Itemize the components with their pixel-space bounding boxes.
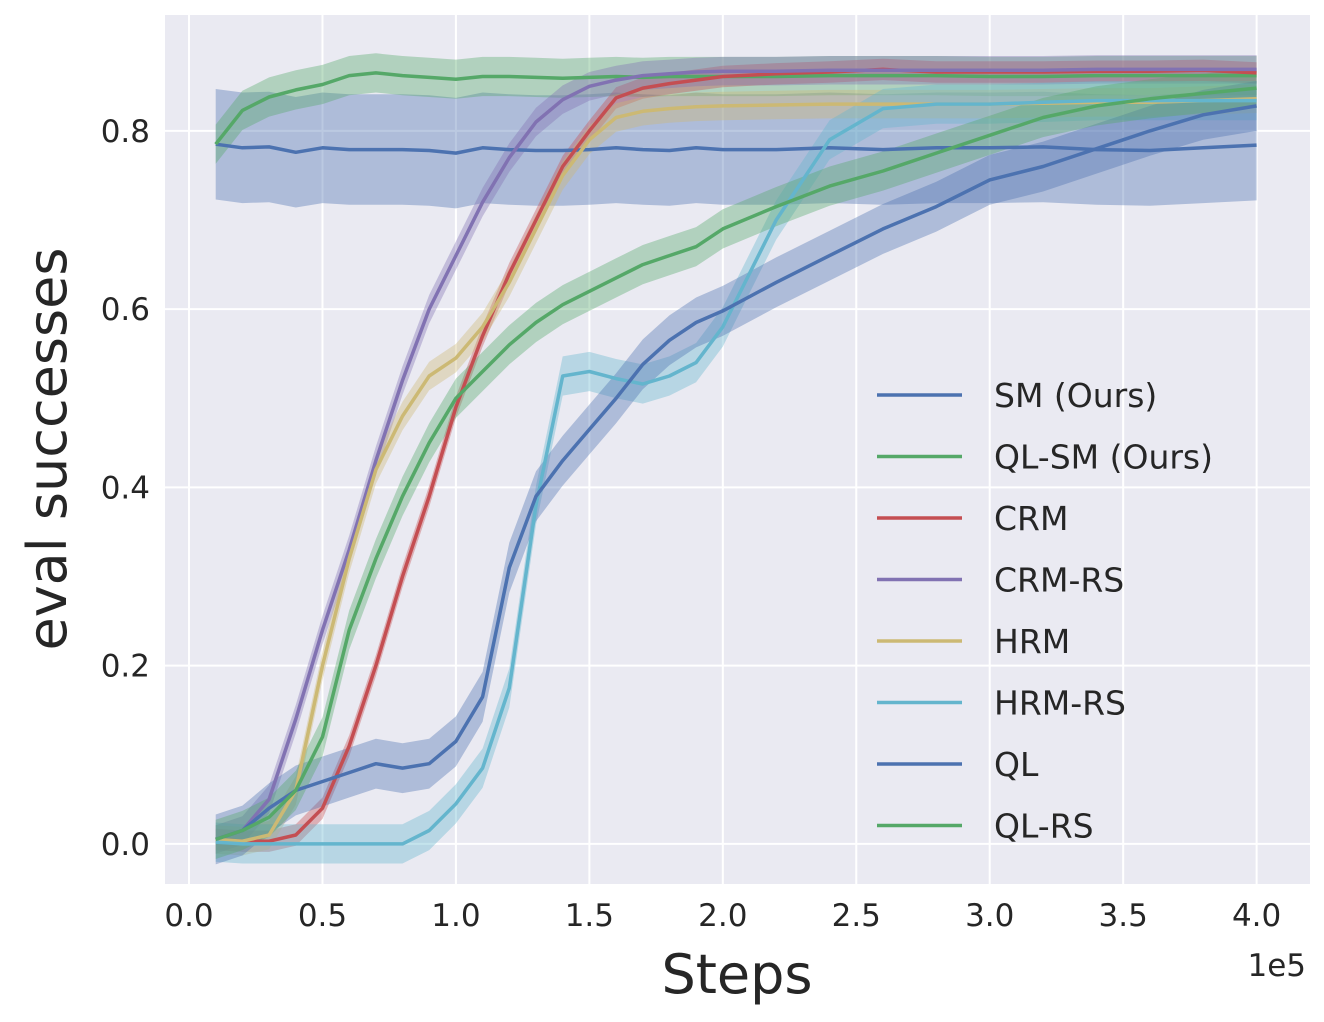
series-line-5 (215, 98, 1257, 846)
series-line-3 (215, 67, 1257, 842)
grid (165, 15, 1310, 884)
series-line-6 (215, 104, 1257, 842)
x-tick-label: 3.5 (1099, 898, 1148, 934)
x-tick-label: 2.0 (698, 898, 747, 934)
band-7 (215, 68, 1257, 859)
legend-label: SM (Ours) (994, 376, 1157, 415)
y-tick-label: 0.8 (101, 114, 150, 150)
legend-label: QL-SM (Ours) (994, 438, 1213, 477)
x-tick-label: 0.0 (164, 898, 213, 934)
legend-label: HRM-RS (994, 684, 1126, 723)
x-scale-label: 1e5 (1247, 948, 1306, 984)
y-tick-label: 0.6 (101, 292, 150, 328)
y-tick-labels: 0.0 0.2 0.4 0.6 0.8 (101, 114, 150, 863)
legend-label: CRM (994, 499, 1068, 538)
legend: SM (Ours) QL-SM (Ours) CRM CRM-RS HRM HRM-RS Q… (877, 376, 1213, 846)
y-tick-label: 0.4 (101, 470, 150, 506)
x-tick-label: 1.5 (565, 898, 614, 934)
series-line-1 (214, 71, 1257, 146)
x-tick-label: 3.0 (965, 898, 1014, 934)
x-tick-label: 4.0 (1232, 898, 1281, 934)
x-tick-labels: 0.0 0.5 1.0 1.5 2.0 2.5 3.0 3.5 4.0 (164, 898, 1281, 934)
legend-label: HRM (994, 622, 1070, 661)
y-tick-label: 0.0 (101, 827, 150, 863)
y-tick-label: 0.2 (101, 649, 150, 685)
x-axis-title: Steps (661, 943, 812, 1006)
series-lines (214, 67, 1257, 846)
plot-background (165, 15, 1310, 884)
legend-label: QL-RS (994, 807, 1094, 846)
x-tick-label: 1.0 (431, 898, 480, 934)
series-line-7 (215, 86, 1257, 842)
x-tick-label: 2.5 (832, 898, 881, 934)
y-axis-title: eval successes (16, 247, 79, 650)
series-line-0 (215, 142, 1257, 155)
legend-label: CRM-RS (994, 561, 1124, 600)
band-1 (215, 53, 1257, 164)
legend-label: QL (994, 745, 1039, 784)
band-6 (215, 81, 1257, 865)
x-tick-label: 0.5 (298, 898, 347, 934)
